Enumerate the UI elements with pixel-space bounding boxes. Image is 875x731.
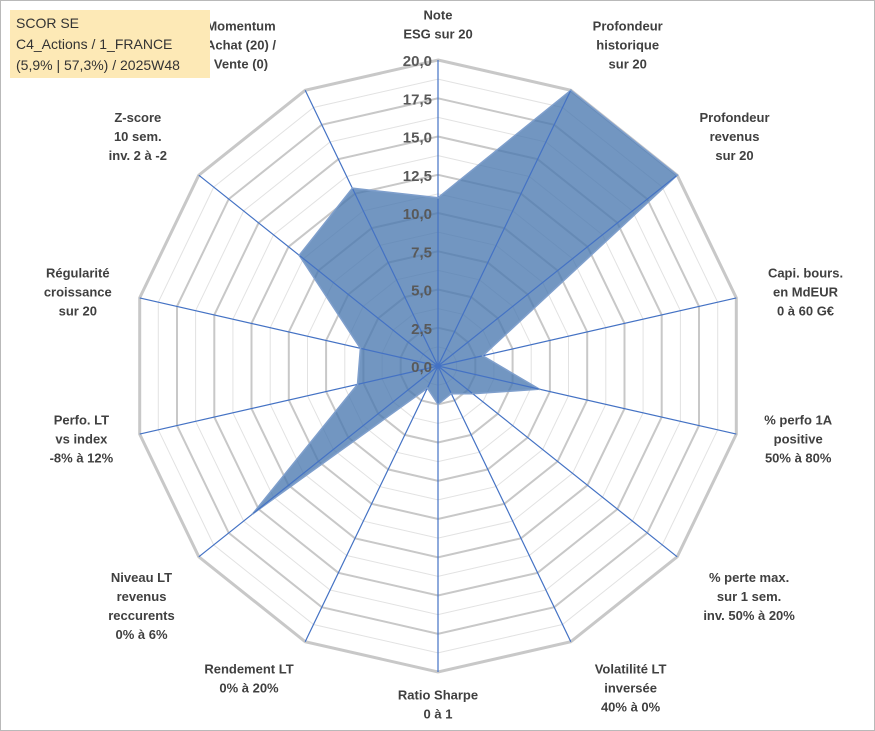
axis-label-line: revenus: [710, 129, 760, 144]
axis-label-line: Note: [424, 8, 453, 23]
axis-label: Volatilité LT inversée 40% à 0%: [595, 661, 667, 714]
axis-label: Profondeur historique sur 20: [593, 19, 663, 72]
data-point: [437, 196, 439, 199]
axis-label-line: reccurents: [108, 608, 174, 623]
data-point: [471, 392, 474, 395]
tick-label: 5,0: [411, 283, 432, 300]
axis-label-line: 10 sem.: [114, 129, 162, 144]
axis-label: Profondeur revenus sur 20: [699, 110, 769, 163]
axis-label-line: vs index: [55, 431, 108, 446]
data-point: [251, 512, 254, 515]
axis-label: Capi. bours. en MdEUR 0 à 60 G€: [768, 266, 843, 319]
title-line-2: C4_Actions / 1_FRANCE: [16, 36, 173, 52]
axis-label-line: inv. 50% à 20%: [703, 608, 795, 623]
data-point: [426, 387, 429, 390]
tick-label: 20,0: [403, 53, 432, 70]
title-box: SCOR SE C4_Actions / 1_FRANCE (5,9% | 57…: [10, 10, 210, 78]
data-point: [481, 354, 484, 357]
axis-label: Rendement LT 0% à 20%: [204, 661, 293, 695]
axis-label-line: 0% à 6%: [115, 627, 167, 642]
tick-label: 12,5: [403, 168, 432, 185]
axis-label-line: Perfo. LT: [54, 412, 109, 427]
data-point: [538, 388, 541, 391]
data-point: [569, 89, 572, 92]
axis-label-line: Profondeur: [593, 19, 663, 34]
tick-label: 0,0: [411, 359, 432, 376]
axis-label: Z-score 10 sem. inv. 2 à -2: [109, 110, 167, 163]
axis-label: Momentum Achat (20) / Vente (0): [206, 19, 276, 72]
spoke-line: [437, 174, 678, 367]
axis-label-line: sur 20: [59, 304, 97, 319]
data-point: [356, 383, 359, 386]
axis-label: Niveau LT revenus reccurents 0% à 6%: [108, 570, 174, 642]
axis-label: Note ESG sur 20: [403, 8, 472, 42]
axis-label: % perte max. sur 1 sem. inv. 50% à 20%: [703, 570, 795, 623]
axis-label-line: sur 1 sem.: [717, 589, 781, 604]
axis-label-line: historique: [596, 38, 659, 53]
spoke-line: [198, 365, 439, 558]
spoke-line: [304, 365, 439, 642]
axis-label-line: revenus: [117, 589, 167, 604]
axis-label: Ratio Sharpe 0 à 1: [398, 688, 478, 722]
spoke-line: [437, 365, 572, 642]
axis-label-line: % perte max.: [709, 570, 789, 585]
tick-label: 15,0: [403, 130, 432, 147]
axis-label-line: Niveau LT: [111, 570, 172, 585]
axis-label-line: positive: [774, 431, 823, 446]
spoke-line: [304, 90, 439, 367]
axis-label-line: Achat (20) /: [206, 38, 276, 53]
title-line-1: SCOR SE: [16, 15, 80, 31]
axis-label-line: Rendement LT: [204, 661, 293, 676]
title-line-3: (5,9% | 57,3%) / 2025W48: [16, 57, 180, 73]
axis-label-line: sur 20: [715, 148, 753, 163]
axis-label: % perfo 1A positive 50% à 80%: [764, 412, 833, 465]
data-point: [359, 347, 362, 350]
axis-label-line: Vente (0): [214, 57, 268, 72]
axis-label-line: % perfo 1A: [764, 412, 833, 427]
tick-label: 7,5: [411, 244, 432, 261]
axis-label-line: 0 à 1: [424, 707, 453, 722]
tick-label: 2,5: [411, 321, 432, 338]
axis-label: Perfo. LT vs index -8% à 12%: [50, 412, 114, 465]
spoke-line: [437, 365, 737, 435]
spoke-line: [198, 174, 439, 367]
spoke-line: [437, 297, 737, 367]
axis-label-line: ESG sur 20: [403, 27, 472, 42]
data-point: [298, 254, 301, 257]
axis-label-line: 0% à 20%: [219, 680, 279, 695]
spoke-line: [139, 297, 439, 367]
data-point: [437, 403, 439, 406]
spoke-line: [437, 90, 572, 367]
tick-label: 10,0: [403, 206, 432, 223]
axis-label: Régularité croissance sur 20: [44, 266, 112, 319]
axis-label-line: Momentum: [206, 19, 275, 34]
axis-label-line: en MdEUR: [773, 285, 839, 300]
axis-label-line: croissance: [44, 285, 112, 300]
axis-label-line: sur 20: [609, 57, 647, 72]
data-point: [351, 187, 354, 190]
axis-label-line: Profondeur: [699, 110, 769, 125]
axis-label-line: Z-score: [114, 110, 161, 125]
axis-label-line: Volatilité LT: [595, 661, 667, 676]
axis-label-line: Capi. bours.: [768, 266, 843, 281]
axis-label-line: 0 à 60 G€: [777, 304, 834, 319]
data-point: [676, 174, 679, 177]
axis-label-line: inv. 2 à -2: [109, 148, 167, 163]
axis-label-line: inversée: [604, 680, 657, 695]
axis-label-line: -8% à 12%: [50, 450, 114, 465]
axis-label-line: 40% à 0%: [601, 699, 661, 714]
axis-label-line: Ratio Sharpe: [398, 688, 478, 703]
data-point: [450, 392, 453, 395]
spoke-line: [437, 365, 678, 558]
spoke-line: [139, 365, 439, 435]
axis-label-line: 50% à 80%: [765, 450, 832, 465]
tick-label: 17,5: [403, 91, 432, 108]
axis-label-line: Régularité: [46, 266, 110, 281]
